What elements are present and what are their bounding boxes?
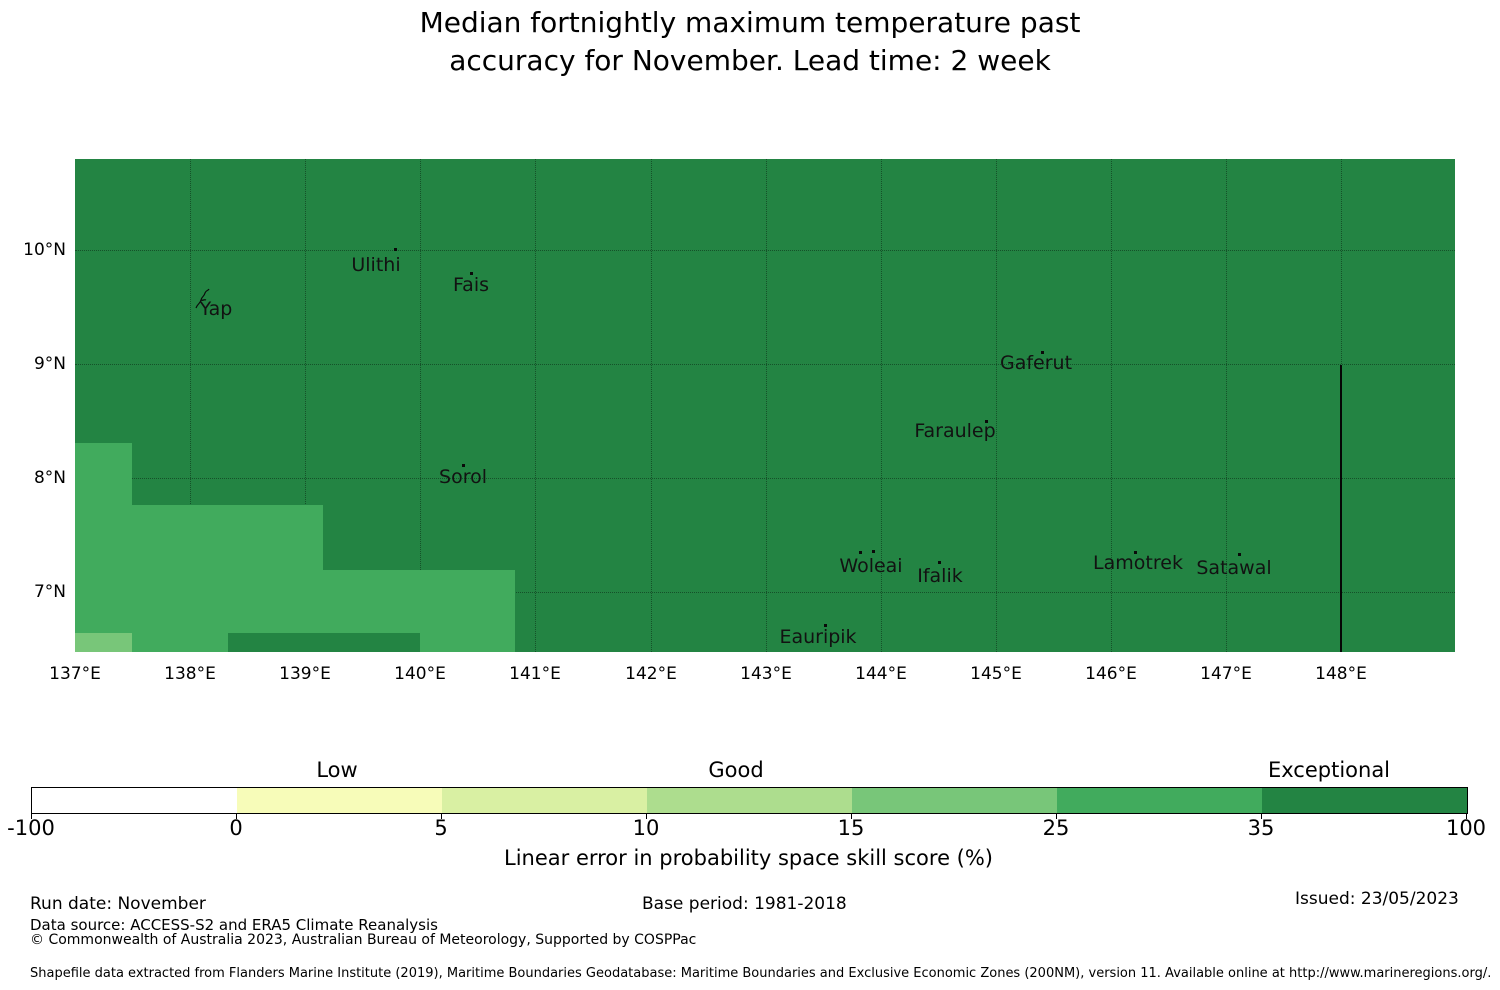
island-dot <box>824 624 827 627</box>
chart-title-line1: Median fortnightly maximum temperature p… <box>419 6 1081 39</box>
y-tick-label: 10°N <box>23 240 66 260</box>
base-period-text: Base period: 1981-2018 <box>642 894 847 914</box>
colorbar-tick-label: -100 <box>7 816 55 840</box>
colorbar-axis-label: Linear error in probability space skill … <box>504 846 993 870</box>
island-dot <box>470 272 473 275</box>
x-tick-label: 147°E <box>1200 664 1252 684</box>
colorbar-segment <box>852 788 1057 813</box>
island-label: Ifalik <box>917 565 963 587</box>
x-tick-label: 141°E <box>509 664 561 684</box>
island-label: Ulithi <box>351 254 401 276</box>
gridline-horizontal <box>75 250 1455 251</box>
colorbar-tick <box>646 813 647 819</box>
skill-score-patch <box>75 443 132 505</box>
colorbar-category-label: Low <box>316 758 358 782</box>
x-tick-label: 140°E <box>394 664 446 684</box>
copyright-text: © Commonwealth of Australia 2023, Austra… <box>30 932 697 948</box>
island-label: Woleai <box>839 555 903 577</box>
island-dot <box>859 551 862 554</box>
x-tick-label: 137°E <box>49 664 101 684</box>
skill-score-patch <box>228 633 420 652</box>
colorbar-tick-label: 35 <box>1247 816 1275 840</box>
chart-title: Median fortnightly maximum temperature p… <box>0 4 1500 80</box>
colorbar-segment <box>237 788 442 813</box>
island-dot <box>872 550 875 553</box>
gridline-vertical <box>190 159 191 652</box>
colorbar-tick <box>441 813 442 819</box>
island-dot <box>985 420 988 423</box>
x-tick-label: 139°E <box>279 664 331 684</box>
colorbar-tick <box>1261 813 1262 819</box>
island-label: Sorol <box>439 466 487 488</box>
island-dot <box>394 248 397 251</box>
colorbar-tick-label: 15 <box>837 816 865 840</box>
chart-title-line2: accuracy for November. Lead time: 2 week <box>449 44 1051 77</box>
island-label: Yap <box>199 298 233 320</box>
colorbar-tick <box>1056 813 1057 819</box>
island-label: Fais <box>452 274 490 296</box>
gridline-vertical <box>1226 159 1227 652</box>
island-label: Faraulep <box>914 420 996 442</box>
island-dot <box>462 464 465 467</box>
x-tick-label: 142°E <box>625 664 677 684</box>
yap-island-outline <box>195 288 210 309</box>
island-dot <box>1041 351 1044 354</box>
gridline-vertical <box>1111 159 1112 652</box>
x-tick-label: 143°E <box>740 664 792 684</box>
x-tick-label: 144°E <box>855 664 907 684</box>
x-tick-label: 145°E <box>970 664 1022 684</box>
gridline-vertical <box>651 159 652 652</box>
skill-score-patch <box>75 633 132 652</box>
colorbar-tick-label: 100 <box>1445 816 1487 840</box>
gridline-vertical <box>535 159 536 652</box>
colorbar-category-label: Good <box>708 758 764 782</box>
run-date-text: Run date: November <box>30 894 206 914</box>
colorbar-tick-label: 0 <box>229 816 243 840</box>
colorbar-segment <box>1057 788 1262 813</box>
gridline-horizontal <box>75 478 1455 479</box>
colorbar-segment <box>1262 788 1467 813</box>
shapefile-attribution-text: Shapefile data extracted from Flanders M… <box>30 966 1492 981</box>
island-dot <box>938 561 941 564</box>
x-tick-label: 146°E <box>1085 664 1137 684</box>
colorbar-segment <box>647 788 852 813</box>
data-source-text: Data source: ACCESS-S2 and ERA5 Climate … <box>30 916 438 934</box>
colorbar-segment <box>32 788 237 813</box>
island-label: Eauripik <box>779 626 857 648</box>
gridline-vertical <box>996 159 997 652</box>
colorbar-tick-label: 25 <box>1042 816 1070 840</box>
y-tick-label: 7°N <box>33 582 66 602</box>
island-dot <box>1238 553 1241 556</box>
colorbar-segment <box>442 788 647 813</box>
colorbar-tick <box>851 813 852 819</box>
skill-score-patch <box>75 505 323 570</box>
island-label: Lamotrek <box>1093 552 1183 574</box>
colorbar-tick <box>31 813 32 819</box>
gridline-horizontal <box>75 364 1455 365</box>
island-label: Satawal <box>1196 557 1272 579</box>
island-dot <box>1134 551 1137 554</box>
colorbar-tick <box>1466 813 1467 819</box>
x-tick-label: 138°E <box>164 664 216 684</box>
eez-boundary-line <box>1340 365 1342 652</box>
colorbar-tick-label: 5 <box>434 816 448 840</box>
x-tick-label: 148°E <box>1315 664 1367 684</box>
gridline-horizontal <box>75 592 1455 593</box>
colorbar-tick-label: 10 <box>632 816 660 840</box>
colorbar-tick <box>236 813 237 819</box>
y-tick-label: 9°N <box>33 354 66 374</box>
gridline-vertical <box>766 159 767 652</box>
y-tick-label: 8°N <box>33 468 66 488</box>
gridline-vertical <box>305 159 306 652</box>
issued-date-text: Issued: 23/05/2023 <box>1295 889 1459 909</box>
gridline-vertical <box>881 159 882 652</box>
map-plot: Yap Ulithi Fais Sorol Gaferut Faraulep Woleai I… <box>75 159 1455 652</box>
colorbar-category-label: Exceptional <box>1267 758 1391 782</box>
colorbar <box>31 787 1468 814</box>
island-label: Gaferut <box>999 352 1073 374</box>
gridline-vertical <box>420 159 421 652</box>
